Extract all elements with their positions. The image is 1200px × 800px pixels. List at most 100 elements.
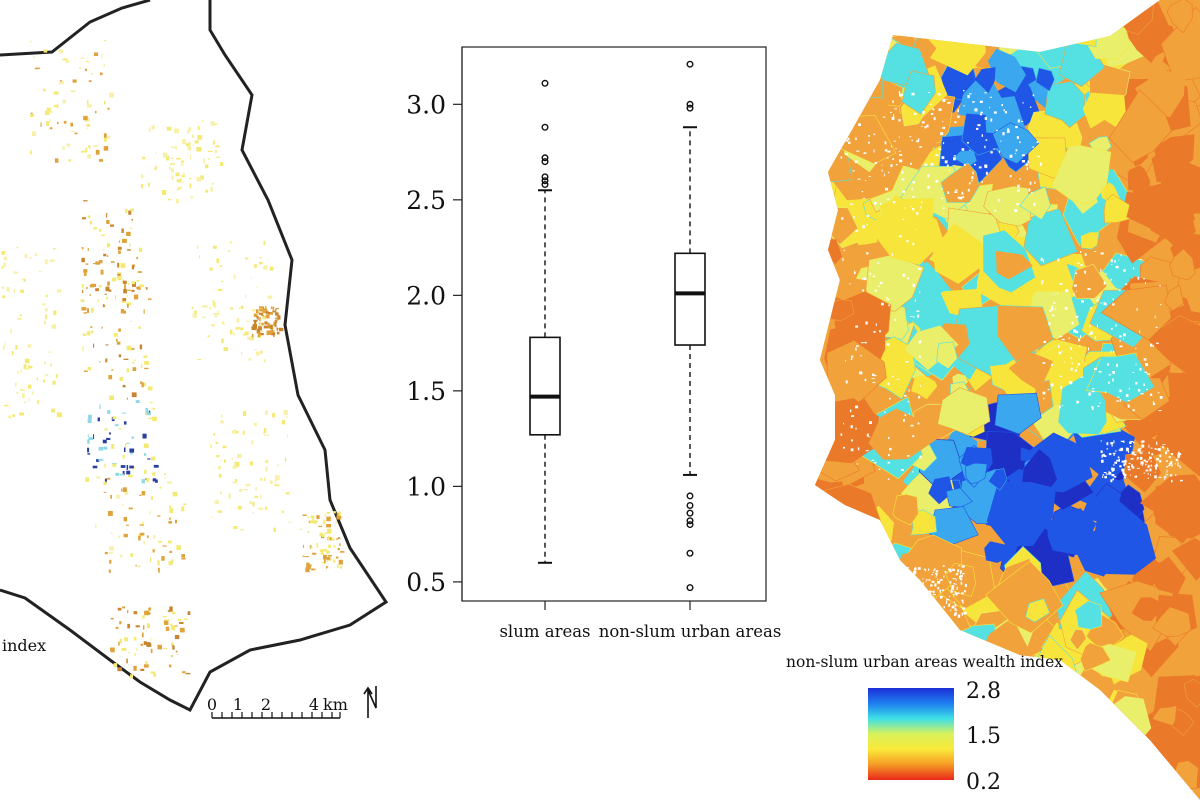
settlement-patch-16	[93, 145, 98, 147]
settlement-patch-17	[62, 58, 68, 61]
settlement-speck-711	[1150, 447, 1153, 449]
settlement-speck-732	[1122, 472, 1126, 476]
scale-bar-ticks	[211, 712, 341, 718]
settlement-patch-370	[111, 648, 115, 653]
settlement-speck-105	[875, 323, 877, 327]
settlement-patch-235	[104, 478, 107, 484]
settlement-speck-134	[857, 447, 860, 451]
settlement-speck-583	[960, 570, 962, 574]
settlement-patch-823	[262, 308, 266, 314]
settlement-speck-252	[922, 111, 925, 114]
settlement-patch-116	[131, 265, 134, 270]
wealth-cell-200	[826, 35, 884, 99]
settlement-patch-319	[169, 508, 174, 514]
settlement-speck-267	[916, 140, 920, 143]
settlement-speck-189	[972, 171, 974, 175]
settlement-patch-443	[212, 301, 216, 307]
settlement-speck-773	[1156, 441, 1158, 445]
settlement-patch-446	[245, 294, 247, 298]
settlement-patch-622	[53, 310, 57, 316]
settlement-speck-197	[998, 198, 1000, 202]
settlement-speck-389	[1144, 371, 1148, 373]
settlement-patch-593	[4, 341, 6, 346]
settlement-speck-53	[843, 422, 845, 425]
settlement-speck-184	[990, 151, 993, 154]
settlement-patch-24	[81, 150, 86, 153]
settlement-patch-10	[59, 81, 64, 85]
settlement-speck-254	[947, 191, 950, 194]
settlement-speck-185	[910, 162, 912, 165]
settlement-patch-458	[259, 261, 263, 265]
settlement-patch-292	[124, 490, 129, 495]
settlement-patch-627	[31, 391, 34, 395]
settlement-speck-413	[1058, 351, 1061, 355]
settlement-patch-766	[322, 549, 327, 552]
settlement-speck-536	[905, 580, 909, 582]
settlement-patch-241	[98, 446, 104, 451]
settlement-speck-473	[1074, 369, 1077, 372]
settlement-speck-273	[944, 160, 948, 164]
settlement-speck-223	[1015, 149, 1018, 152]
settlement-speck-272	[972, 101, 975, 103]
settlement-speck-145	[906, 240, 909, 243]
settlement-patch-644	[214, 123, 218, 125]
settlement-speck-716	[1113, 453, 1115, 455]
settlement-patch-222	[144, 412, 148, 416]
settlement-patch-47	[104, 101, 106, 105]
settlement-speck-791	[1151, 453, 1154, 456]
settlement-speck-640	[1103, 472, 1107, 474]
settlement-speck-354	[1064, 361, 1065, 363]
settlement-speck-738	[1120, 440, 1124, 442]
y-tick-label-0: 0.5	[406, 568, 446, 597]
settlement-speck-405	[1070, 357, 1073, 359]
settlement-speck-170	[1028, 188, 1031, 192]
settlement-patch-509	[214, 500, 219, 504]
settlement-speck-178	[892, 201, 896, 204]
settlement-speck-645	[1174, 463, 1176, 465]
settlement-speck-384	[1159, 396, 1163, 399]
settlement-speck-510	[917, 567, 921, 570]
settlement-patch-409	[179, 622, 184, 624]
settlement-patch-21	[30, 114, 35, 117]
settlement-patch-645	[171, 168, 174, 173]
settlement-speck-663	[1175, 458, 1179, 462]
settlement-speck-266	[1006, 130, 1010, 133]
settlement-patch-816	[261, 314, 263, 316]
settlement-patch-687	[205, 189, 209, 193]
settlement-patch-79	[117, 246, 122, 250]
settlement-patch-761	[304, 556, 310, 558]
settlement-patch-136	[87, 247, 89, 252]
scale-unit: km	[323, 695, 348, 714]
settlement-patch-400	[133, 637, 137, 641]
settlement-patch-512	[216, 499, 219, 501]
settlement-speck-60	[884, 142, 887, 145]
settlement-speck-430	[1154, 315, 1156, 319]
settlement-patch-426	[256, 286, 259, 288]
settlement-patch-250	[125, 443, 127, 448]
wealth-cell-251	[865, 254, 925, 312]
settlement-patch-382	[110, 617, 114, 620]
settlement-speck-210	[1039, 155, 1040, 158]
settlement-speck-563	[962, 607, 966, 610]
settlement-patch-835	[267, 322, 270, 327]
settlement-patch-531	[272, 413, 276, 418]
settlement-speck-424	[1065, 289, 1069, 292]
settlement-speck-305	[1027, 160, 1030, 163]
settlement-patch-775	[259, 316, 261, 320]
settlement-patch-736	[312, 552, 317, 555]
settlement-patch-196	[111, 369, 114, 371]
settlement-patch-99	[95, 261, 101, 265]
settlement-speck-560	[919, 608, 923, 611]
wealth-cell-405	[839, 0, 881, 28]
settlement-patch-325	[123, 487, 127, 492]
wealth-cell-367	[815, 526, 841, 567]
settlement-speck-454	[1042, 259, 1045, 263]
settlement-speck-25	[864, 341, 867, 344]
settlement-patch-555	[252, 501, 255, 507]
settlement-patch-752	[327, 555, 332, 557]
settlement-patch-120	[99, 229, 102, 232]
settlement-patch-648	[202, 120, 204, 122]
settlement-patch-824	[258, 326, 262, 330]
settlement-speck-276	[996, 129, 998, 132]
settlement-speck-244	[1022, 101, 1024, 104]
